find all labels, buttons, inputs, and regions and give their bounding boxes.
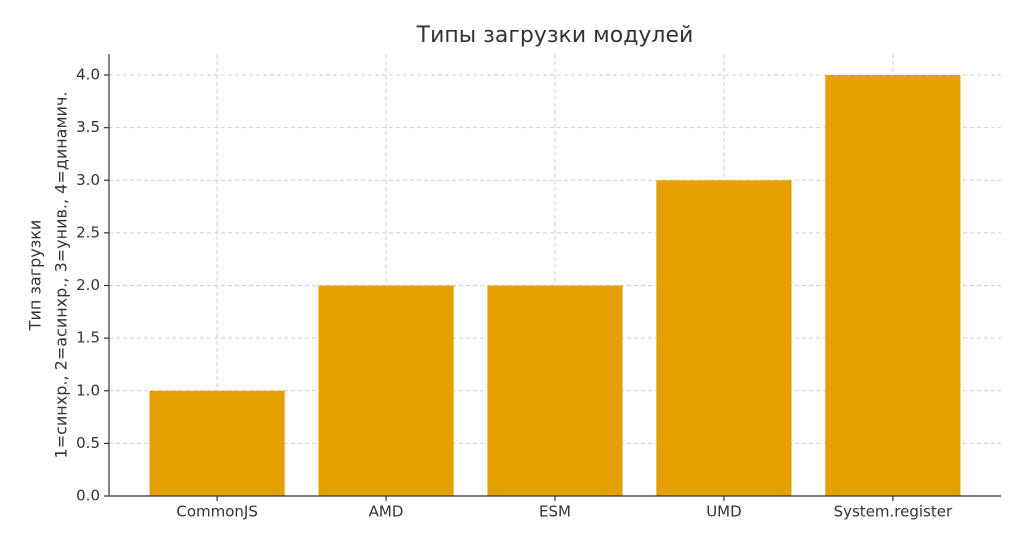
bar — [825, 75, 961, 497]
y-tick-label: 2.0 — [76, 276, 100, 294]
bar — [656, 180, 792, 497]
x-tick-label: AMD — [369, 503, 404, 521]
y-tick-label: 1.5 — [76, 329, 100, 347]
y-tick-label: 1.0 — [76, 381, 100, 399]
y-axis-label: 1=синхр., 2=асинхр., 3=унив., 4=динамич. — [52, 92, 71, 459]
y-tick-label: 0.0 — [76, 487, 100, 505]
bar — [149, 390, 285, 496]
y-tick-label: 2.5 — [76, 223, 100, 241]
y-tick-label: 4.0 — [76, 66, 100, 84]
y-tick-label: 3.0 — [76, 171, 100, 189]
chart-title: Типы загрузки модулей — [416, 23, 694, 48]
bar — [318, 285, 454, 496]
x-tick-label: UMD — [706, 503, 741, 521]
x-tick-label: ESM — [539, 503, 571, 521]
bar — [487, 285, 623, 496]
y-tick-label: 0.5 — [76, 434, 100, 452]
y-axis-label: Тип загрузки — [26, 220, 45, 332]
x-tick-label: System.register — [834, 503, 953, 521]
x-tick-label: CommonJS — [176, 503, 258, 521]
y-tick-label: 3.5 — [76, 118, 100, 136]
